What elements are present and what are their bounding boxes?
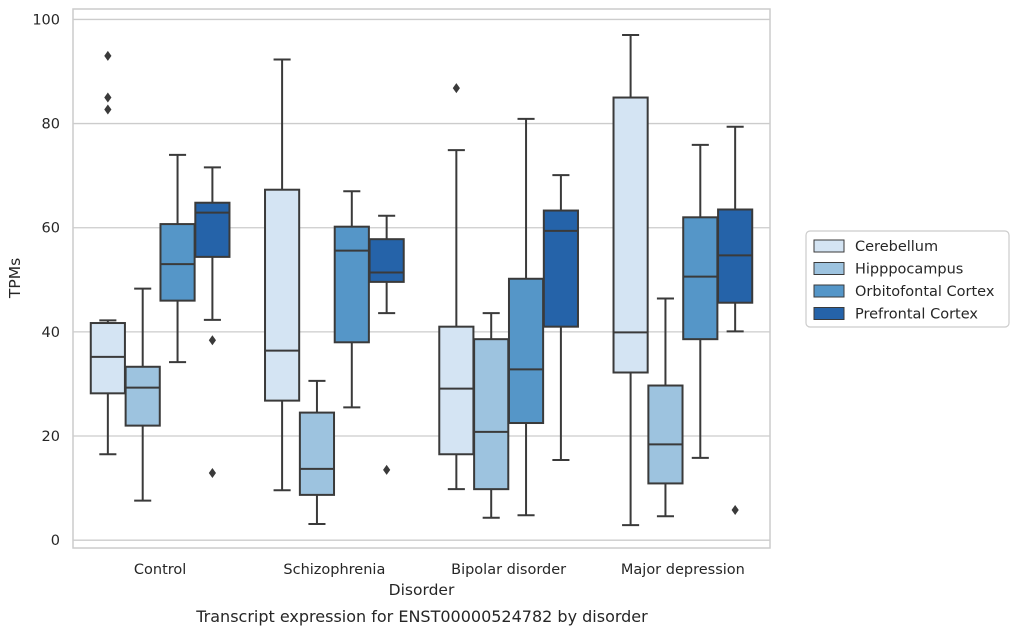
box-iqr bbox=[89, 322, 126, 395]
box-cerebellum-bipolar-disorder bbox=[438, 83, 475, 491]
y-tick-label: 0 bbox=[51, 533, 60, 549]
legend-swatch bbox=[813, 239, 845, 253]
y-tick-label: 80 bbox=[42, 117, 60, 133]
legend-item: Orbitofontal Cortex bbox=[813, 284, 995, 300]
box-hipppocampus-major-depression bbox=[647, 297, 684, 518]
box-cerebellum-schizophrenia bbox=[264, 58, 301, 492]
box-cerebellum-major-depression bbox=[612, 34, 649, 527]
box-iqr bbox=[438, 325, 475, 456]
x-tick-label: Schizophrenia bbox=[283, 562, 385, 578]
outlier-point bbox=[208, 468, 216, 479]
outlier-point bbox=[104, 92, 112, 103]
box-orbitofontal-cortex-control bbox=[159, 153, 196, 364]
legend-swatch bbox=[813, 307, 845, 320]
legend-item: Hipppocampus bbox=[813, 262, 963, 278]
box-plots bbox=[89, 34, 754, 527]
legend-item: Cerebellum bbox=[813, 239, 938, 255]
legend-swatch bbox=[813, 262, 845, 275]
box-iqr bbox=[264, 188, 301, 402]
legend-label: Orbitofontal Cortex bbox=[855, 284, 995, 300]
x-axis-title: Disorder bbox=[389, 581, 455, 599]
y-tick-label: 60 bbox=[42, 221, 60, 237]
box-iqr bbox=[507, 277, 545, 425]
legend-item: Prefrontal Cortex bbox=[813, 307, 978, 323]
box-hipppocampus-control bbox=[124, 287, 161, 502]
box-iqr bbox=[368, 238, 405, 283]
outlier-point bbox=[452, 83, 460, 94]
x-tick-labels: Control Schizophrenia Bipolar disorder Majo… bbox=[134, 562, 745, 578]
y-axis-title: TPMs bbox=[6, 258, 24, 299]
box-iqr bbox=[298, 411, 336, 496]
box-iqr bbox=[194, 201, 231, 258]
box-iqr bbox=[159, 223, 196, 302]
box-hipppocampus-bipolar-disorder bbox=[473, 312, 510, 519]
legend-box bbox=[805, 230, 1010, 328]
legend-label: Cerebellum bbox=[855, 239, 938, 255]
box-iqr bbox=[333, 225, 370, 344]
y-tick-label: 100 bbox=[32, 12, 60, 28]
outlier-point bbox=[104, 104, 112, 115]
box-prefrontal-cortex-control bbox=[194, 166, 231, 479]
box-cerebellum-control bbox=[89, 50, 126, 456]
x-tick-label: Major depression bbox=[621, 562, 745, 578]
legend-label: Hipppocampus bbox=[855, 262, 963, 278]
box-orbitofontal-cortex-bipolar-disorder bbox=[507, 117, 545, 517]
box-iqr bbox=[542, 209, 579, 328]
x-tick-label: Bipolar disorder bbox=[451, 562, 566, 578]
box-hipppocampus-schizophrenia bbox=[298, 379, 336, 526]
box-prefrontal-cortex-bipolar-disorder bbox=[542, 174, 579, 461]
outlier-point bbox=[208, 335, 216, 346]
legend: Cerebellum Hipppocampus Orbitofontal Corte… bbox=[805, 230, 1010, 328]
outlier-point bbox=[731, 504, 739, 515]
box-iqr bbox=[473, 338, 510, 491]
box-prefrontal-cortex-major-depression bbox=[717, 125, 754, 515]
outlier-point bbox=[383, 464, 391, 475]
outlier-point bbox=[104, 50, 112, 61]
x-tick-label: Control bbox=[134, 562, 186, 578]
box-iqr bbox=[682, 216, 719, 341]
legend-swatch bbox=[813, 284, 845, 298]
box-prefrontal-cortex-schizophrenia bbox=[368, 214, 405, 475]
y-tick-label: 20 bbox=[42, 429, 60, 445]
box-orbitofontal-cortex-major-depression bbox=[682, 143, 719, 459]
y-tick-labels: 0 20 40 60 80 100 bbox=[32, 12, 60, 549]
y-tick-label: 40 bbox=[42, 325, 60, 341]
box-iqr bbox=[124, 365, 161, 427]
plot-area-frame bbox=[72, 8, 771, 549]
box-iqr bbox=[612, 96, 649, 374]
legend-label: Prefrontal Cortex bbox=[855, 307, 978, 323]
box-orbitofontal-cortex-schizophrenia bbox=[333, 190, 370, 409]
chart-caption: Transcript expression for ENST0000052478… bbox=[195, 607, 648, 626]
box-iqr bbox=[647, 384, 684, 485]
